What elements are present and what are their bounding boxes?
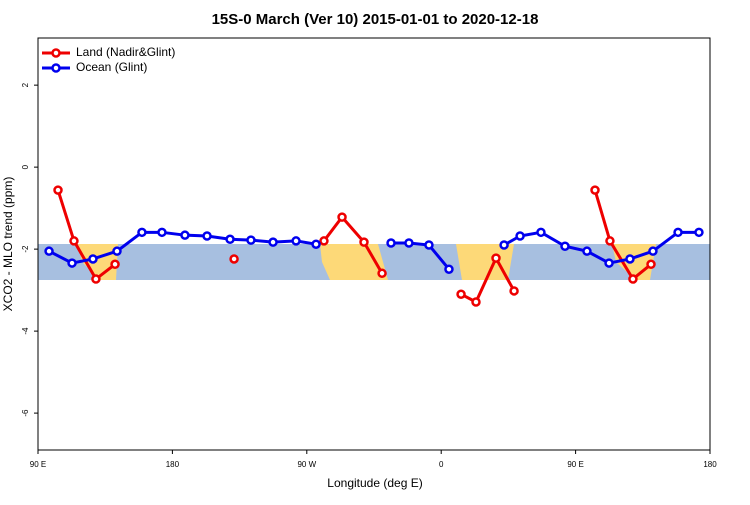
point — [404, 238, 414, 248]
point — [180, 230, 190, 240]
point — [67, 258, 77, 268]
land-shapes — [78, 244, 656, 280]
legend-marker — [51, 63, 61, 73]
point — [673, 227, 683, 238]
point — [386, 238, 396, 248]
y-tick-label: 2 — [21, 82, 30, 87]
y-tick-label: -6 — [21, 409, 30, 417]
point — [424, 240, 434, 250]
point — [560, 241, 570, 252]
point — [112, 246, 122, 256]
point — [44, 246, 54, 256]
point — [590, 185, 600, 195]
point — [319, 236, 329, 246]
point — [359, 237, 369, 247]
legend-label: Land (Nadir&Glint) — [76, 45, 175, 59]
point — [225, 234, 235, 245]
point — [694, 227, 704, 238]
point — [605, 236, 615, 246]
point — [582, 246, 592, 256]
x-tick-label: 90 W — [297, 460, 316, 469]
x-tick-label: 180 — [703, 460, 717, 469]
point — [648, 246, 658, 256]
point — [91, 274, 101, 284]
x-axis-label: Longitude (deg E) — [327, 476, 422, 490]
point — [110, 259, 120, 270]
point — [628, 274, 638, 284]
x-tick-label: 0 — [439, 460, 444, 469]
point — [268, 237, 278, 247]
x-tick-label: 90 E — [567, 460, 583, 469]
point — [646, 259, 656, 270]
y-tick-label: 0 — [21, 164, 30, 169]
x-tick-label: 180 — [166, 460, 180, 469]
point — [157, 227, 167, 238]
point — [53, 185, 63, 195]
point — [456, 289, 466, 299]
chart-title: 15S-0 March (Ver 10) 2015-01-01 to 2020-… — [212, 11, 539, 28]
point — [509, 286, 519, 296]
point — [499, 240, 509, 250]
point — [291, 236, 301, 246]
legend-marker — [51, 48, 61, 58]
point — [137, 227, 147, 238]
x-tick-label: 90 E — [30, 460, 46, 469]
point — [88, 254, 98, 264]
plot-frame — [37, 37, 711, 451]
point — [229, 254, 239, 264]
point — [444, 264, 454, 274]
point — [625, 254, 635, 264]
point — [337, 212, 347, 222]
point — [311, 239, 321, 249]
y-axis-label: XCO2 - MLO trend (ppm) — [1, 177, 15, 312]
point — [471, 297, 481, 307]
point — [604, 258, 614, 268]
point — [69, 236, 79, 246]
point — [246, 235, 256, 245]
point — [515, 231, 525, 241]
point — [536, 227, 546, 238]
y-tick-label: -4 — [21, 327, 30, 335]
point — [491, 253, 501, 263]
point — [377, 268, 387, 279]
legend-label: Ocean (Glint) — [76, 60, 147, 74]
y-tick-label: -2 — [21, 245, 30, 253]
point — [202, 231, 212, 241]
